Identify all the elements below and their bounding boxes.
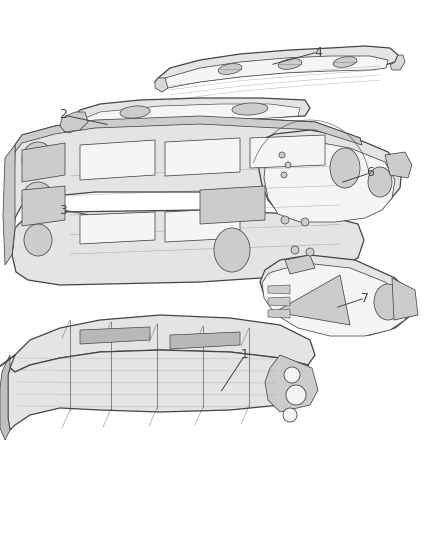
Ellipse shape [286, 385, 306, 405]
Ellipse shape [278, 59, 302, 69]
Polygon shape [10, 315, 315, 372]
Polygon shape [200, 186, 265, 224]
Polygon shape [0, 355, 10, 440]
Ellipse shape [306, 248, 314, 256]
Polygon shape [60, 112, 88, 132]
Polygon shape [258, 130, 402, 220]
Polygon shape [12, 116, 365, 285]
Ellipse shape [279, 152, 285, 158]
Ellipse shape [22, 142, 54, 178]
Polygon shape [262, 263, 408, 336]
Ellipse shape [232, 103, 268, 115]
Ellipse shape [281, 172, 287, 178]
Polygon shape [15, 116, 362, 152]
Polygon shape [80, 327, 150, 344]
Polygon shape [264, 140, 395, 222]
Text: 3: 3 [59, 204, 67, 216]
Polygon shape [155, 46, 398, 86]
Polygon shape [63, 122, 75, 133]
Ellipse shape [284, 367, 300, 383]
Polygon shape [268, 297, 290, 306]
Polygon shape [275, 275, 350, 325]
Ellipse shape [333, 56, 357, 67]
Ellipse shape [214, 228, 250, 272]
Polygon shape [22, 186, 65, 226]
Text: 2: 2 [59, 109, 67, 122]
Polygon shape [265, 355, 318, 412]
Polygon shape [162, 56, 388, 88]
Polygon shape [170, 332, 240, 349]
Polygon shape [250, 135, 325, 168]
Polygon shape [268, 309, 290, 318]
Text: 7: 7 [361, 292, 369, 304]
Polygon shape [22, 143, 65, 182]
Polygon shape [8, 350, 312, 430]
Polygon shape [390, 55, 405, 70]
Polygon shape [165, 138, 240, 176]
Polygon shape [385, 152, 412, 178]
Ellipse shape [22, 182, 54, 218]
Ellipse shape [301, 218, 309, 226]
Text: 4: 4 [314, 45, 322, 59]
Polygon shape [3, 145, 15, 265]
Ellipse shape [285, 162, 291, 168]
Ellipse shape [330, 148, 360, 188]
Polygon shape [72, 104, 300, 130]
Ellipse shape [283, 408, 297, 422]
Ellipse shape [24, 224, 52, 256]
Polygon shape [80, 212, 155, 244]
Polygon shape [268, 285, 290, 294]
Polygon shape [165, 208, 240, 242]
Ellipse shape [120, 106, 150, 118]
Polygon shape [260, 255, 415, 335]
Polygon shape [392, 278, 418, 320]
Polygon shape [155, 78, 168, 92]
Ellipse shape [374, 284, 402, 320]
Polygon shape [285, 255, 315, 274]
Text: 1: 1 [241, 349, 249, 361]
Ellipse shape [218, 63, 242, 74]
Ellipse shape [291, 246, 299, 254]
Text: 6: 6 [366, 166, 374, 180]
Ellipse shape [368, 167, 392, 197]
Polygon shape [80, 140, 155, 180]
Ellipse shape [281, 216, 289, 224]
Polygon shape [65, 98, 310, 130]
